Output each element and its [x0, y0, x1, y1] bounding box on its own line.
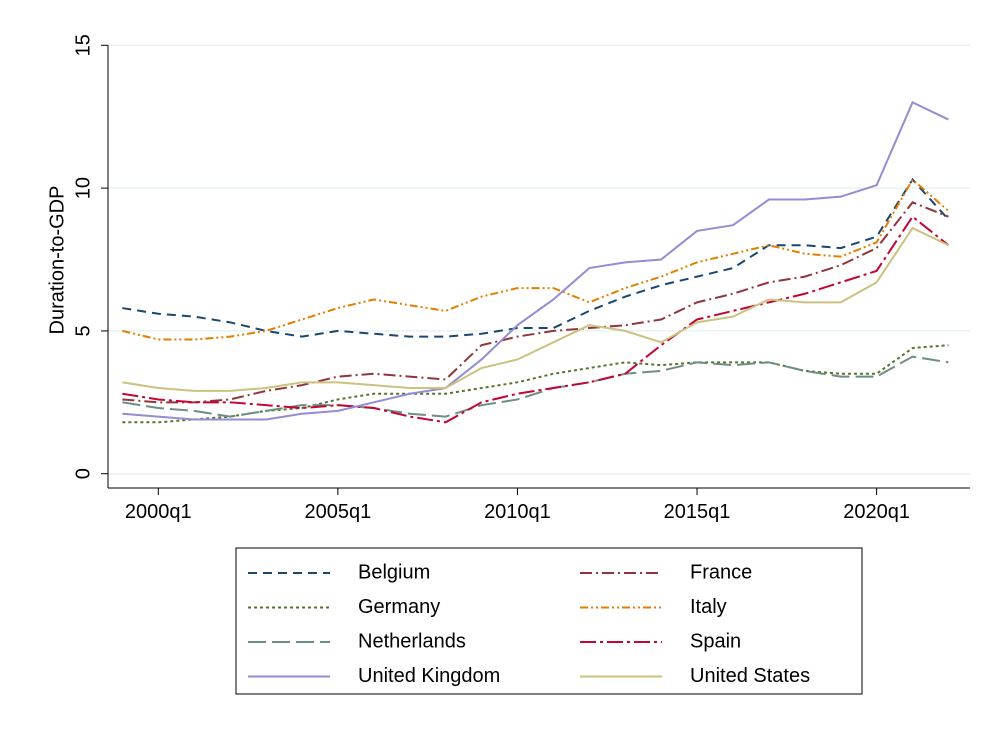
legend-box: [235, 547, 863, 695]
legend-label: United Kingdom: [358, 665, 500, 687]
legend-label: Germany: [358, 596, 440, 618]
series-line: [122, 355, 949, 418]
x-tick-label: 2005q1: [304, 501, 371, 523]
legend-label: Netherlands: [358, 630, 466, 652]
legend-label: Belgium: [358, 561, 430, 583]
x-tick-label: 2020q1: [843, 501, 910, 523]
y-tick-label: 10: [72, 177, 94, 199]
y-tick-label: 15: [72, 34, 94, 56]
legend-label: Italy: [690, 596, 727, 618]
series-line: [122, 177, 950, 338]
series-line: [122, 177, 950, 341]
legend-label: Spain: [690, 630, 741, 652]
x-tick-label: 2000q1: [125, 501, 192, 523]
legend-label: France: [690, 561, 752, 583]
y-axis-label: Duration-to-GDP: [46, 186, 68, 335]
series-line: [122, 215, 950, 424]
x-tick-label: 2010q1: [484, 501, 551, 523]
x-tick-label: 2015q1: [664, 501, 731, 523]
y-tick-label: 0: [72, 468, 94, 479]
series-line: [122, 344, 949, 424]
legend-label: United States: [690, 665, 810, 687]
series-line: [122, 226, 949, 392]
series-line: [122, 201, 949, 404]
series-line: [122, 101, 949, 421]
y-tick-label: 5: [72, 325, 94, 336]
